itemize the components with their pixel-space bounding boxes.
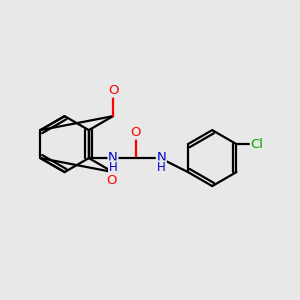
Text: O: O (131, 126, 141, 139)
Text: O: O (108, 84, 118, 97)
Text: N: N (108, 151, 118, 164)
Text: H: H (109, 161, 117, 174)
Text: N: N (156, 151, 166, 164)
Text: H: H (157, 161, 166, 174)
Text: Cl: Cl (250, 138, 263, 151)
Text: O: O (106, 174, 117, 187)
